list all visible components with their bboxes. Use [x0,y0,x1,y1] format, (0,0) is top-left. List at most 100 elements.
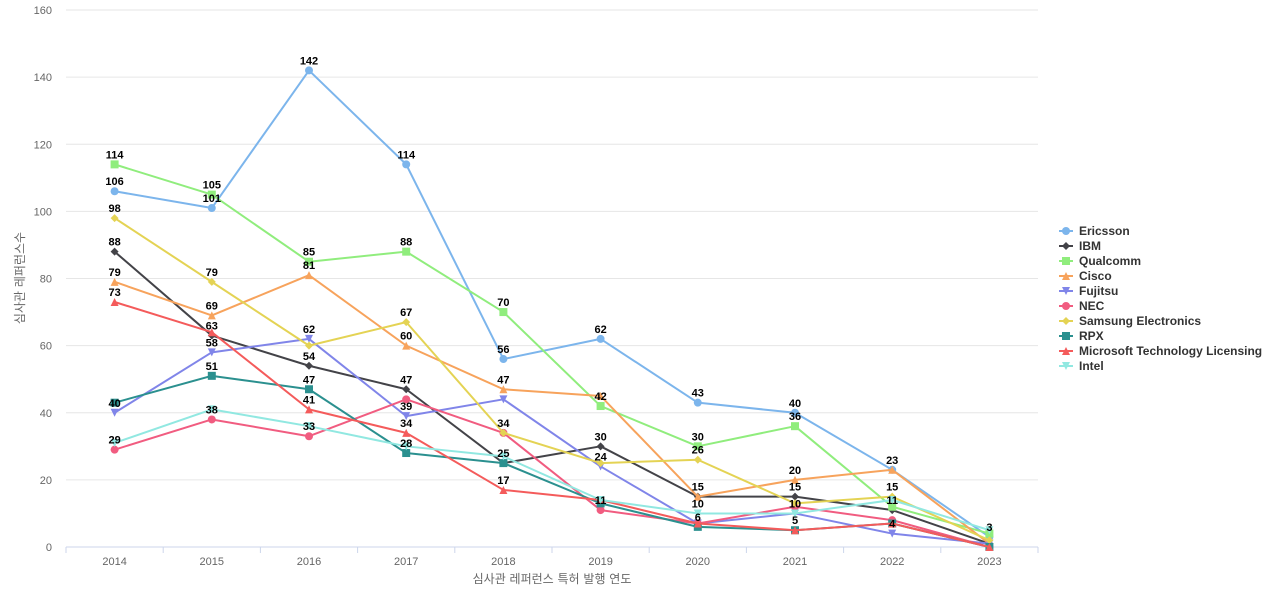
series-line [113,408,991,532]
data-label: 47 [303,374,315,386]
data-point [305,66,313,75]
data-labels-layer: 1141069888797340291051017969635851381428… [105,55,992,534]
data-point [791,422,799,431]
data-label: 142 [300,55,318,67]
data-point [110,438,119,447]
data-label: 34 [497,418,510,430]
y-tick-label: 140 [34,72,52,84]
data-point [305,361,313,370]
data-point [693,442,702,451]
legend-marker [1062,287,1070,295]
legend-label: Samsung Electronics [1079,314,1201,328]
data-label: 36 [789,411,801,423]
data-label: 85 [303,247,315,259]
data-point [499,385,508,394]
y-tick-label: 20 [40,475,52,487]
x-tick-label: 2019 [588,556,612,568]
series-line [113,374,991,548]
data-point [596,442,605,451]
legend-marker [1062,257,1070,265]
data-point [110,408,119,417]
x-tick-label: 2021 [783,556,807,568]
data-label: 114 [397,149,416,161]
data-label: 63 [206,321,218,333]
data-point [207,204,216,213]
data-point [305,271,313,280]
x-tick-label: 2015 [200,556,224,568]
legend-marker [1062,302,1070,310]
data-label: 6 [695,512,701,524]
data-label: 79 [206,267,218,279]
data-point [693,398,702,407]
series-line [113,69,991,538]
data-label: 98 [108,203,120,215]
data-point [985,536,994,545]
legend-marker [1062,347,1070,355]
legend: EricssonIBMQualcommCiscoFujitsuNECSamsun… [1059,224,1262,373]
data-label: 28 [400,438,412,450]
data-point [402,442,411,451]
data-point [499,459,508,468]
data-point [499,355,508,364]
data-label: 15 [789,482,801,494]
y-axis: 0 20 40 60 80 100 120 140 160 [34,5,52,554]
data-point [402,449,411,458]
legend-label: Intel [1079,359,1104,373]
data-point [305,341,313,350]
data-label: 73 [108,287,120,299]
legend-marker [1062,272,1070,280]
legend-label: NEC [1079,299,1105,313]
data-label: 25 [497,448,509,460]
data-point [402,160,411,169]
legend-label: IBM [1079,239,1101,253]
legend-marker [1062,242,1070,250]
data-label: 40 [789,398,801,410]
data-point [110,445,119,454]
series-ericsson [110,66,994,541]
data-point [693,492,702,501]
legend-label: Qualcomm [1079,254,1141,268]
data-label: 10 [692,498,704,510]
data-label: 105 [203,180,221,192]
x-tick-label: 2020 [686,556,710,568]
data-point [402,341,411,350]
legend-marker [1062,317,1070,325]
data-point [207,348,216,357]
data-label: 67 [400,307,412,319]
x-tick-label: 2016 [297,556,321,568]
data-point [402,412,411,421]
data-label: 62 [594,324,606,336]
data-label: 47 [497,374,509,386]
y-tick-label: 120 [34,139,52,151]
data-label: 70 [497,297,509,309]
data-point [110,277,119,286]
data-point [693,509,702,518]
legend-item: IBM [1059,239,1101,253]
data-point [402,247,411,256]
data-label: 69 [206,300,218,312]
series-line [113,163,991,535]
data-point [888,529,897,538]
data-point [791,509,799,518]
data-point [110,214,119,223]
legend-label: Microsoft Technology Licensing [1079,344,1262,358]
y-tick-label: 0 [46,542,52,554]
data-point [596,402,605,411]
data-label: 114 [106,149,125,161]
data-label: 81 [303,260,315,272]
data-point [402,318,411,327]
series-layer [110,66,994,551]
data-label: 33 [303,421,315,433]
data-point [207,415,216,424]
series-samsung-electronics [110,214,994,545]
legend-label: RPX [1079,329,1104,343]
data-point [596,334,605,343]
series-line [113,300,991,548]
y-tick-label: 100 [34,206,52,218]
y-axis-title: 심사관 레퍼런스수 [13,232,27,324]
data-point [693,455,702,464]
data-label: 17 [497,475,509,487]
data-label: 40 [108,398,120,410]
data-label: 43 [692,388,704,400]
